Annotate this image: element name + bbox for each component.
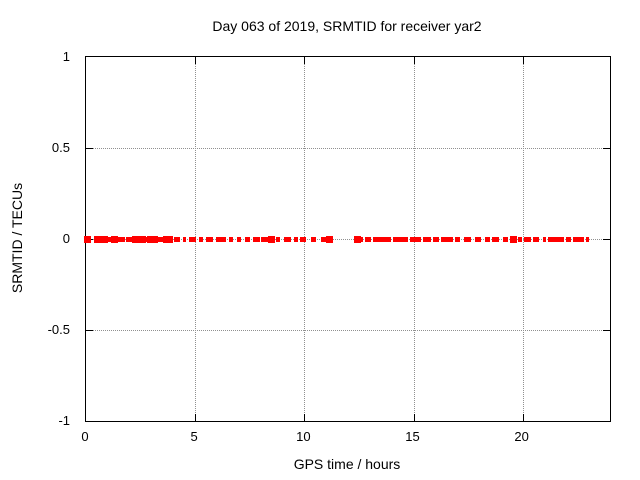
data-point-plus [93,235,101,243]
data-segment [523,236,531,242]
data-segment [199,236,204,242]
x-tick-mark [304,57,306,64]
y-gridline [86,148,610,149]
y-tick-mark [603,330,610,331]
x-tick-mark [304,414,306,421]
y-gridline [86,330,610,331]
data-point-plus [509,235,517,243]
y-tick-mark [86,148,93,149]
data-segment [518,236,522,242]
x-tick-mark [413,414,415,421]
x-tick-mark [522,414,524,421]
data-point-plus [138,235,146,243]
y-tick-label: -0.5 [47,322,70,337]
data-segment [276,236,281,242]
data-segment [492,236,500,242]
data-segment [433,236,440,242]
data-point-plus [354,235,362,243]
data-segment [393,236,409,242]
data-segment [321,236,327,242]
chart-title: Day 063 of 2019, SRMTID for receiver yar… [212,18,482,34]
data-segment [117,236,126,242]
data-point-plus [146,235,154,243]
data-segment [463,236,471,242]
data-segment [144,236,148,242]
data-point-plus [150,235,158,243]
data-point-plus [110,235,118,243]
data-segment [261,236,269,242]
x-tick-mark [195,57,197,64]
data-segment [365,236,372,242]
data-segment [294,236,298,242]
data-segment [245,236,250,242]
data-segment [156,236,164,242]
data-segment [532,236,540,242]
data-segment [547,236,564,242]
data-segment [542,236,547,242]
data-segment [125,236,133,242]
data-segment [475,236,481,242]
data-segment [454,236,460,242]
x-tick-label: 15 [405,429,420,444]
data-segment [565,236,571,242]
x-tick-label: 5 [190,429,198,444]
y-tick-mark [603,239,610,240]
x-tick-mark [522,57,524,64]
data-segment [215,236,226,242]
data-segment [106,236,112,242]
data-segment [182,236,186,242]
x-tick-mark [195,414,197,421]
plot-area [84,56,611,422]
y-tick-label: 0 [62,231,70,246]
x-tick-label: 0 [81,429,89,444]
data-segment [206,236,213,242]
data-segment [484,236,490,242]
data-point-plus [267,235,275,243]
data-segment [236,236,242,242]
data-segment [229,236,234,242]
data-segment [585,236,590,242]
x-tick-mark [413,57,415,64]
data-segment [423,236,432,242]
data-segment [252,236,260,242]
data-segment [373,236,392,242]
data-segment [441,236,453,242]
y-tick-label: -1 [58,413,70,428]
data-segment [300,236,307,242]
y-tick-label: 0.5 [51,140,70,155]
data-segment [410,236,422,242]
data-segment [573,236,584,242]
data-segment [503,236,509,242]
data-point-plus [100,235,108,243]
x-tick-label: 20 [514,429,529,444]
x-axis-label: GPS time / hours [293,456,401,472]
data-point-plus [166,235,174,243]
data-segment [173,236,181,242]
x-tick-label: 10 [296,429,311,444]
data-segment [311,236,317,242]
data-point-plus [326,235,334,243]
y-tick-mark [86,330,93,331]
data-segment [360,236,364,242]
y-tick-mark [603,148,610,149]
data-segment [284,236,291,242]
y-tick-label: 1 [62,49,70,64]
y-gridline [86,239,610,240]
data-segment [189,236,197,242]
data-point-plus [162,235,170,243]
data-point-plus [84,235,92,243]
